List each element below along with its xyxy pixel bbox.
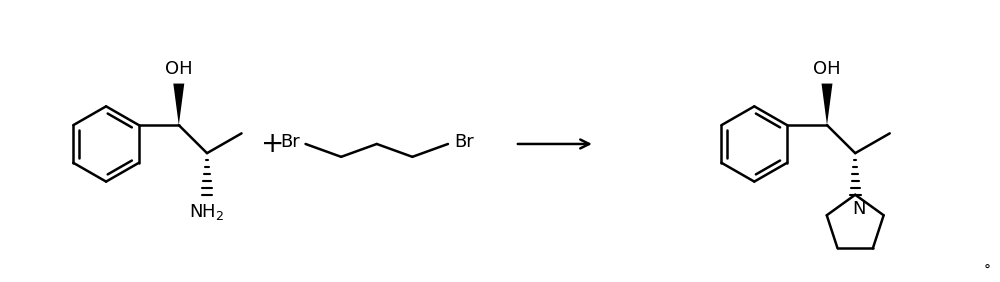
Text: Br: Br — [454, 133, 474, 151]
Text: °: ° — [983, 264, 990, 278]
Text: Br: Br — [280, 133, 300, 151]
Polygon shape — [173, 83, 184, 125]
Polygon shape — [822, 83, 832, 125]
Text: +: + — [261, 130, 284, 158]
Text: N: N — [852, 200, 866, 218]
Text: OH: OH — [813, 60, 841, 78]
Text: OH: OH — [165, 60, 193, 78]
Text: NH$_2$: NH$_2$ — [189, 202, 225, 222]
